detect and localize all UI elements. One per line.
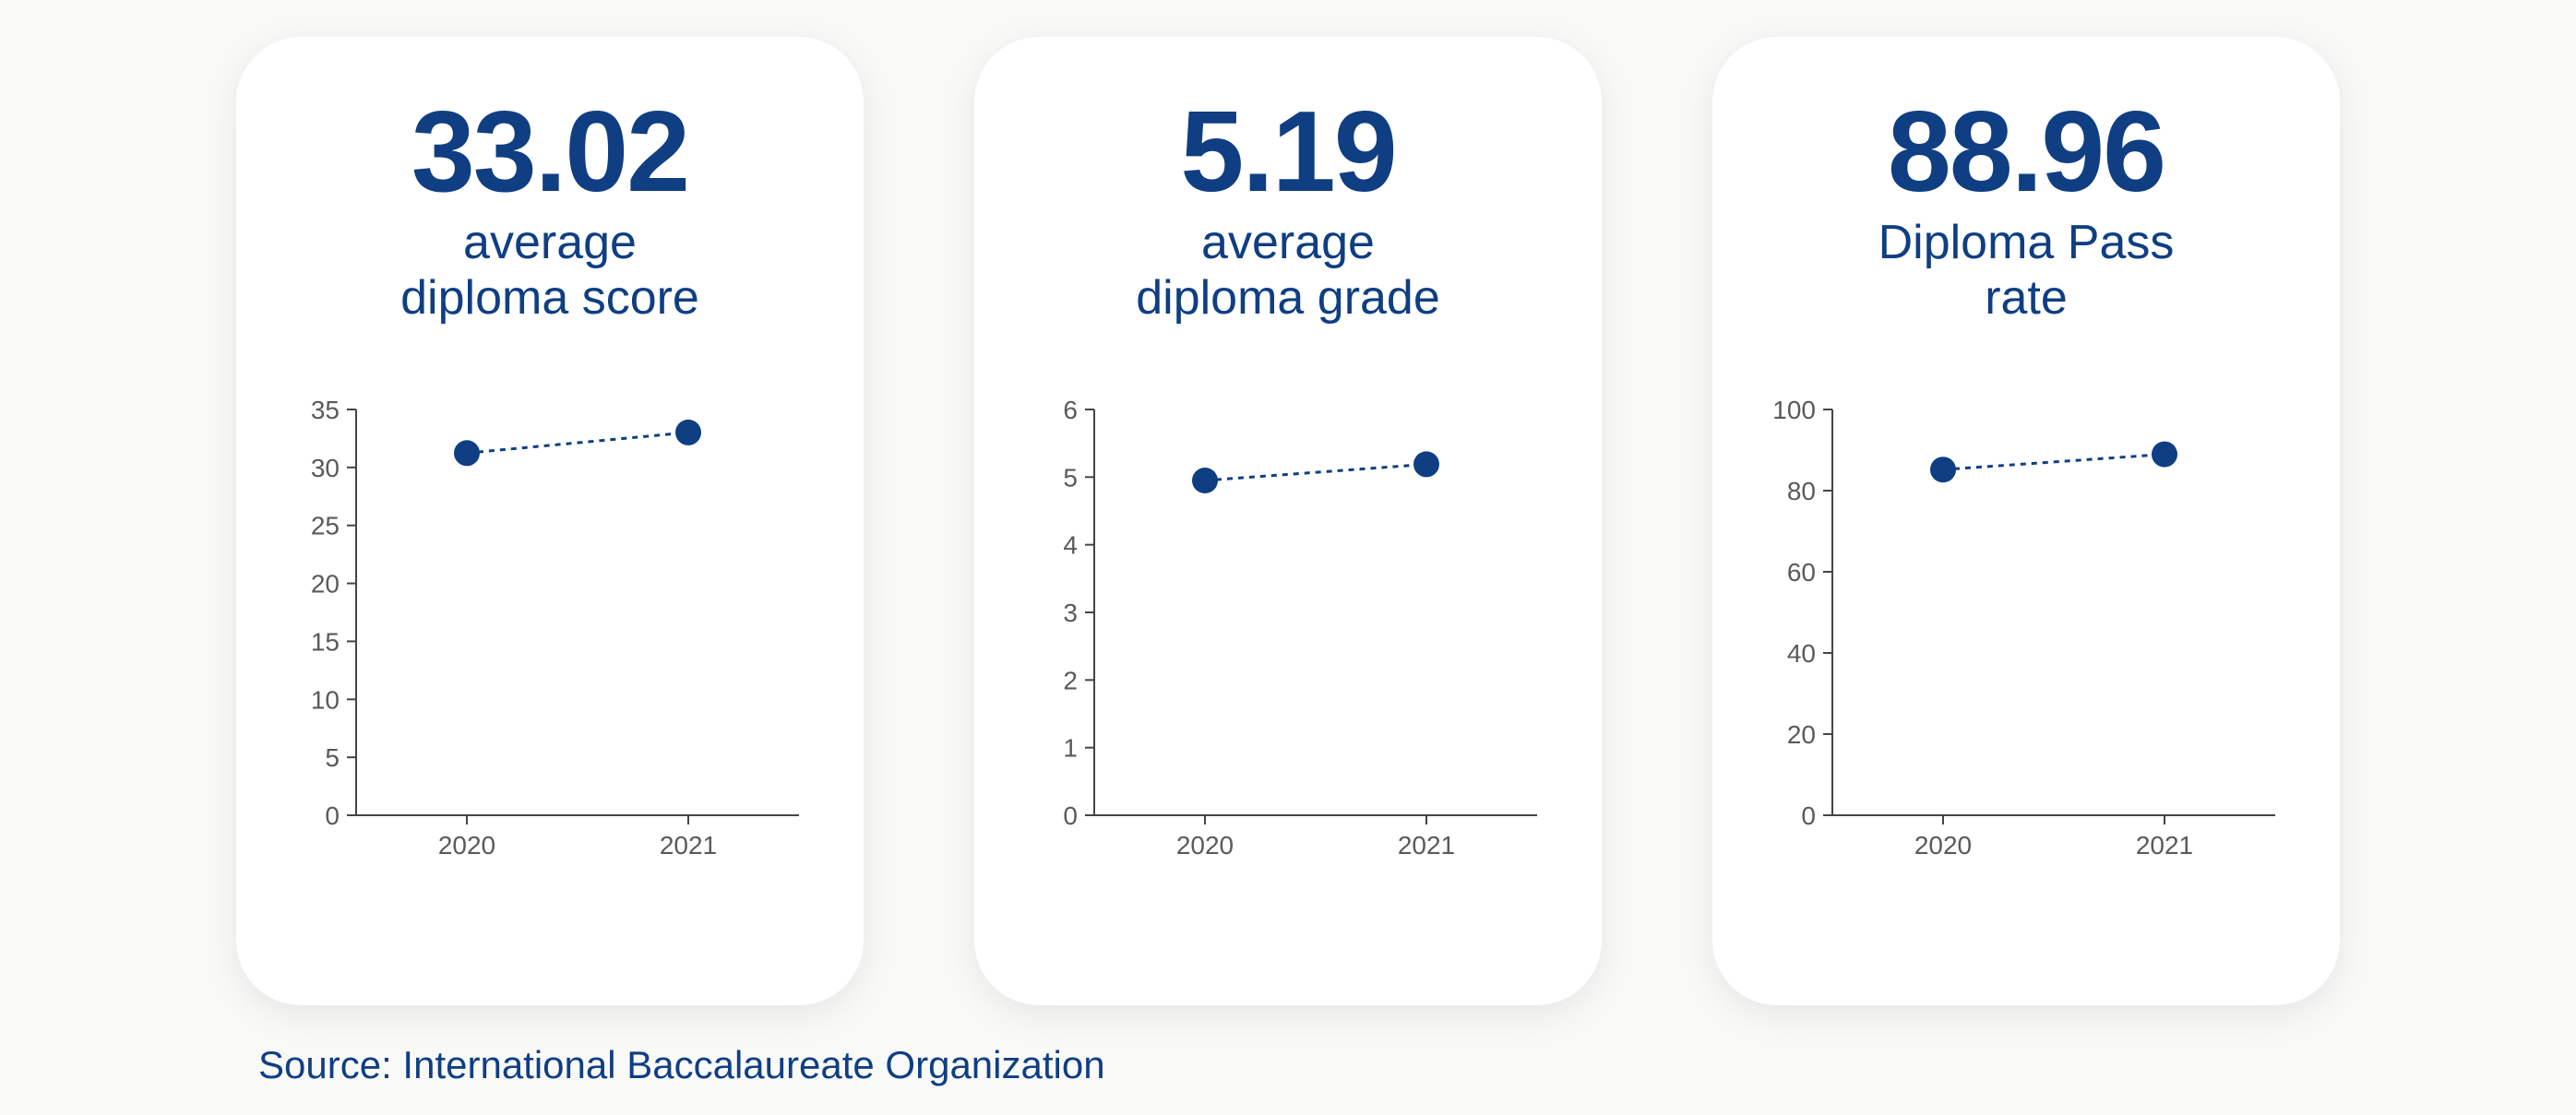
svg-text:60: 60 xyxy=(1787,558,1816,587)
card-avg-diploma-grade: 5.19 average diploma grade 0 1 2 3 4 5 6 2020 20… xyxy=(974,37,1602,1005)
source-text: Source: International Baccalaureate Orga… xyxy=(258,1043,1105,1087)
svg-text:2021: 2021 xyxy=(2136,831,2193,860)
svg-text:20: 20 xyxy=(1787,720,1816,749)
svg-text:25: 25 xyxy=(311,511,340,540)
value-avg-diploma-grade: 5.19 xyxy=(1180,92,1395,212)
svg-text:35: 35 xyxy=(311,396,340,424)
card-avg-diploma-score: 33.02 average diploma score 0 5 10 15 20 25 30… xyxy=(236,37,864,1005)
svg-text:15: 15 xyxy=(311,627,340,656)
svg-text:30: 30 xyxy=(311,454,340,482)
svg-text:5: 5 xyxy=(1063,463,1078,492)
svg-text:3: 3 xyxy=(1063,599,1078,627)
svg-text:100: 100 xyxy=(1772,396,1816,424)
svg-text:20: 20 xyxy=(311,569,340,598)
svg-text:1: 1 xyxy=(1063,733,1078,762)
svg-text:2020: 2020 xyxy=(438,831,495,860)
svg-text:0: 0 xyxy=(1063,801,1078,830)
value-avg-diploma-score: 33.02 xyxy=(411,92,688,212)
svg-text:80: 80 xyxy=(1787,477,1816,505)
svg-text:2020: 2020 xyxy=(1176,831,1234,860)
svg-text:0: 0 xyxy=(325,801,340,830)
svg-text:2: 2 xyxy=(1063,666,1078,694)
svg-text:0: 0 xyxy=(1801,801,1816,830)
label-avg-diploma-grade: average diploma grade xyxy=(1136,216,1440,326)
svg-text:4: 4 xyxy=(1063,530,1078,559)
label-avg-diploma-score: average diploma score xyxy=(400,216,699,326)
card-diploma-pass-rate: 88.96 Diploma Pass rate 0 20 40 60 80 100 2020… xyxy=(1712,37,2340,1005)
svg-text:6: 6 xyxy=(1063,396,1078,424)
chart-diploma-pass-rate: 0 20 40 60 80 100 2020 2021 xyxy=(1759,391,2294,871)
value-diploma-pass-rate: 88.96 xyxy=(1888,92,2165,212)
chart-avg-diploma-grade: 0 1 2 3 4 5 6 2020 2021 xyxy=(1020,391,1556,871)
svg-text:2020: 2020 xyxy=(1914,831,1972,860)
chart-avg-diploma-score: 0 5 10 15 20 25 30 35 2020 2021 xyxy=(282,391,817,871)
cards-row: 33.02 average diploma score 051015202530… xyxy=(0,0,2576,1005)
svg-text:40: 40 xyxy=(1787,639,1816,668)
svg-text:10: 10 xyxy=(311,685,340,714)
svg-text:2021: 2021 xyxy=(660,831,717,860)
svg-text:2021: 2021 xyxy=(1398,831,1455,860)
svg-text:5: 5 xyxy=(325,743,340,772)
label-diploma-pass-rate: Diploma Pass rate xyxy=(1878,216,2175,326)
